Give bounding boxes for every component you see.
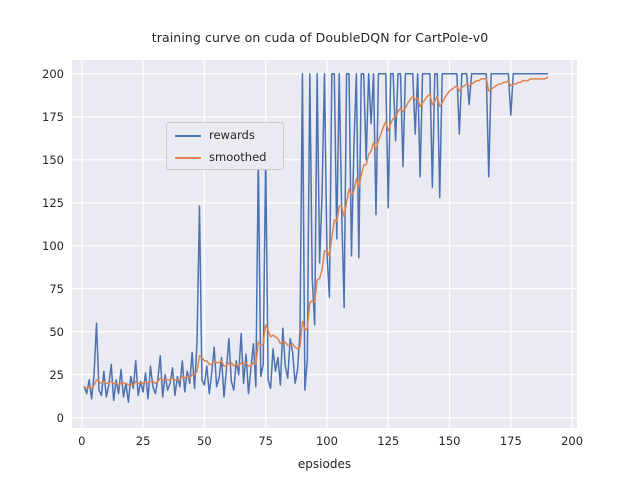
plot-area: rewards smoothed: [72, 60, 577, 428]
x-tick-75: 75: [258, 434, 273, 448]
y-tick-125: 125: [42, 195, 64, 210]
x-tick-25: 25: [135, 434, 151, 448]
legend: rewards smoothed: [166, 122, 284, 170]
x-tick-125: 125: [377, 434, 400, 448]
legend-swatch-rewards: [175, 135, 201, 138]
y-tick-150: 150: [42, 152, 64, 167]
x-tick-175: 175: [499, 434, 522, 448]
chart-title: training curve on cuda of DoubleDQN for …: [151, 30, 489, 45]
series-line-rewards: [83, 73, 549, 403]
data-series-group: [83, 73, 549, 403]
legend-item-smoothed: smoothed: [167, 147, 285, 169]
x-tick-100: 100: [315, 434, 338, 448]
y-tick-200: 200: [42, 66, 64, 81]
legend-label-smoothed: smoothed: [209, 150, 267, 164]
y-tick-100: 100: [42, 238, 64, 253]
y-tick-75: 75: [49, 281, 64, 296]
series-line-smoothed: [83, 76, 549, 390]
y-tick-0: 0: [56, 410, 64, 425]
y-tick-50: 50: [49, 324, 64, 339]
x-tick-200: 200: [561, 434, 584, 448]
plot-canvas: [72, 60, 577, 428]
y-tick-175: 175: [42, 109, 64, 124]
legend-item-rewards: rewards: [167, 125, 285, 147]
y-tick-25: 25: [49, 367, 64, 382]
x-axis-label: epsiodes: [297, 457, 352, 471]
x-tick-0: 0: [78, 434, 86, 448]
x-tick-50: 50: [197, 434, 212, 448]
legend-label-rewards: rewards: [209, 128, 255, 142]
legend-swatch-smoothed: [175, 157, 201, 160]
x-tick-150: 150: [438, 434, 461, 448]
